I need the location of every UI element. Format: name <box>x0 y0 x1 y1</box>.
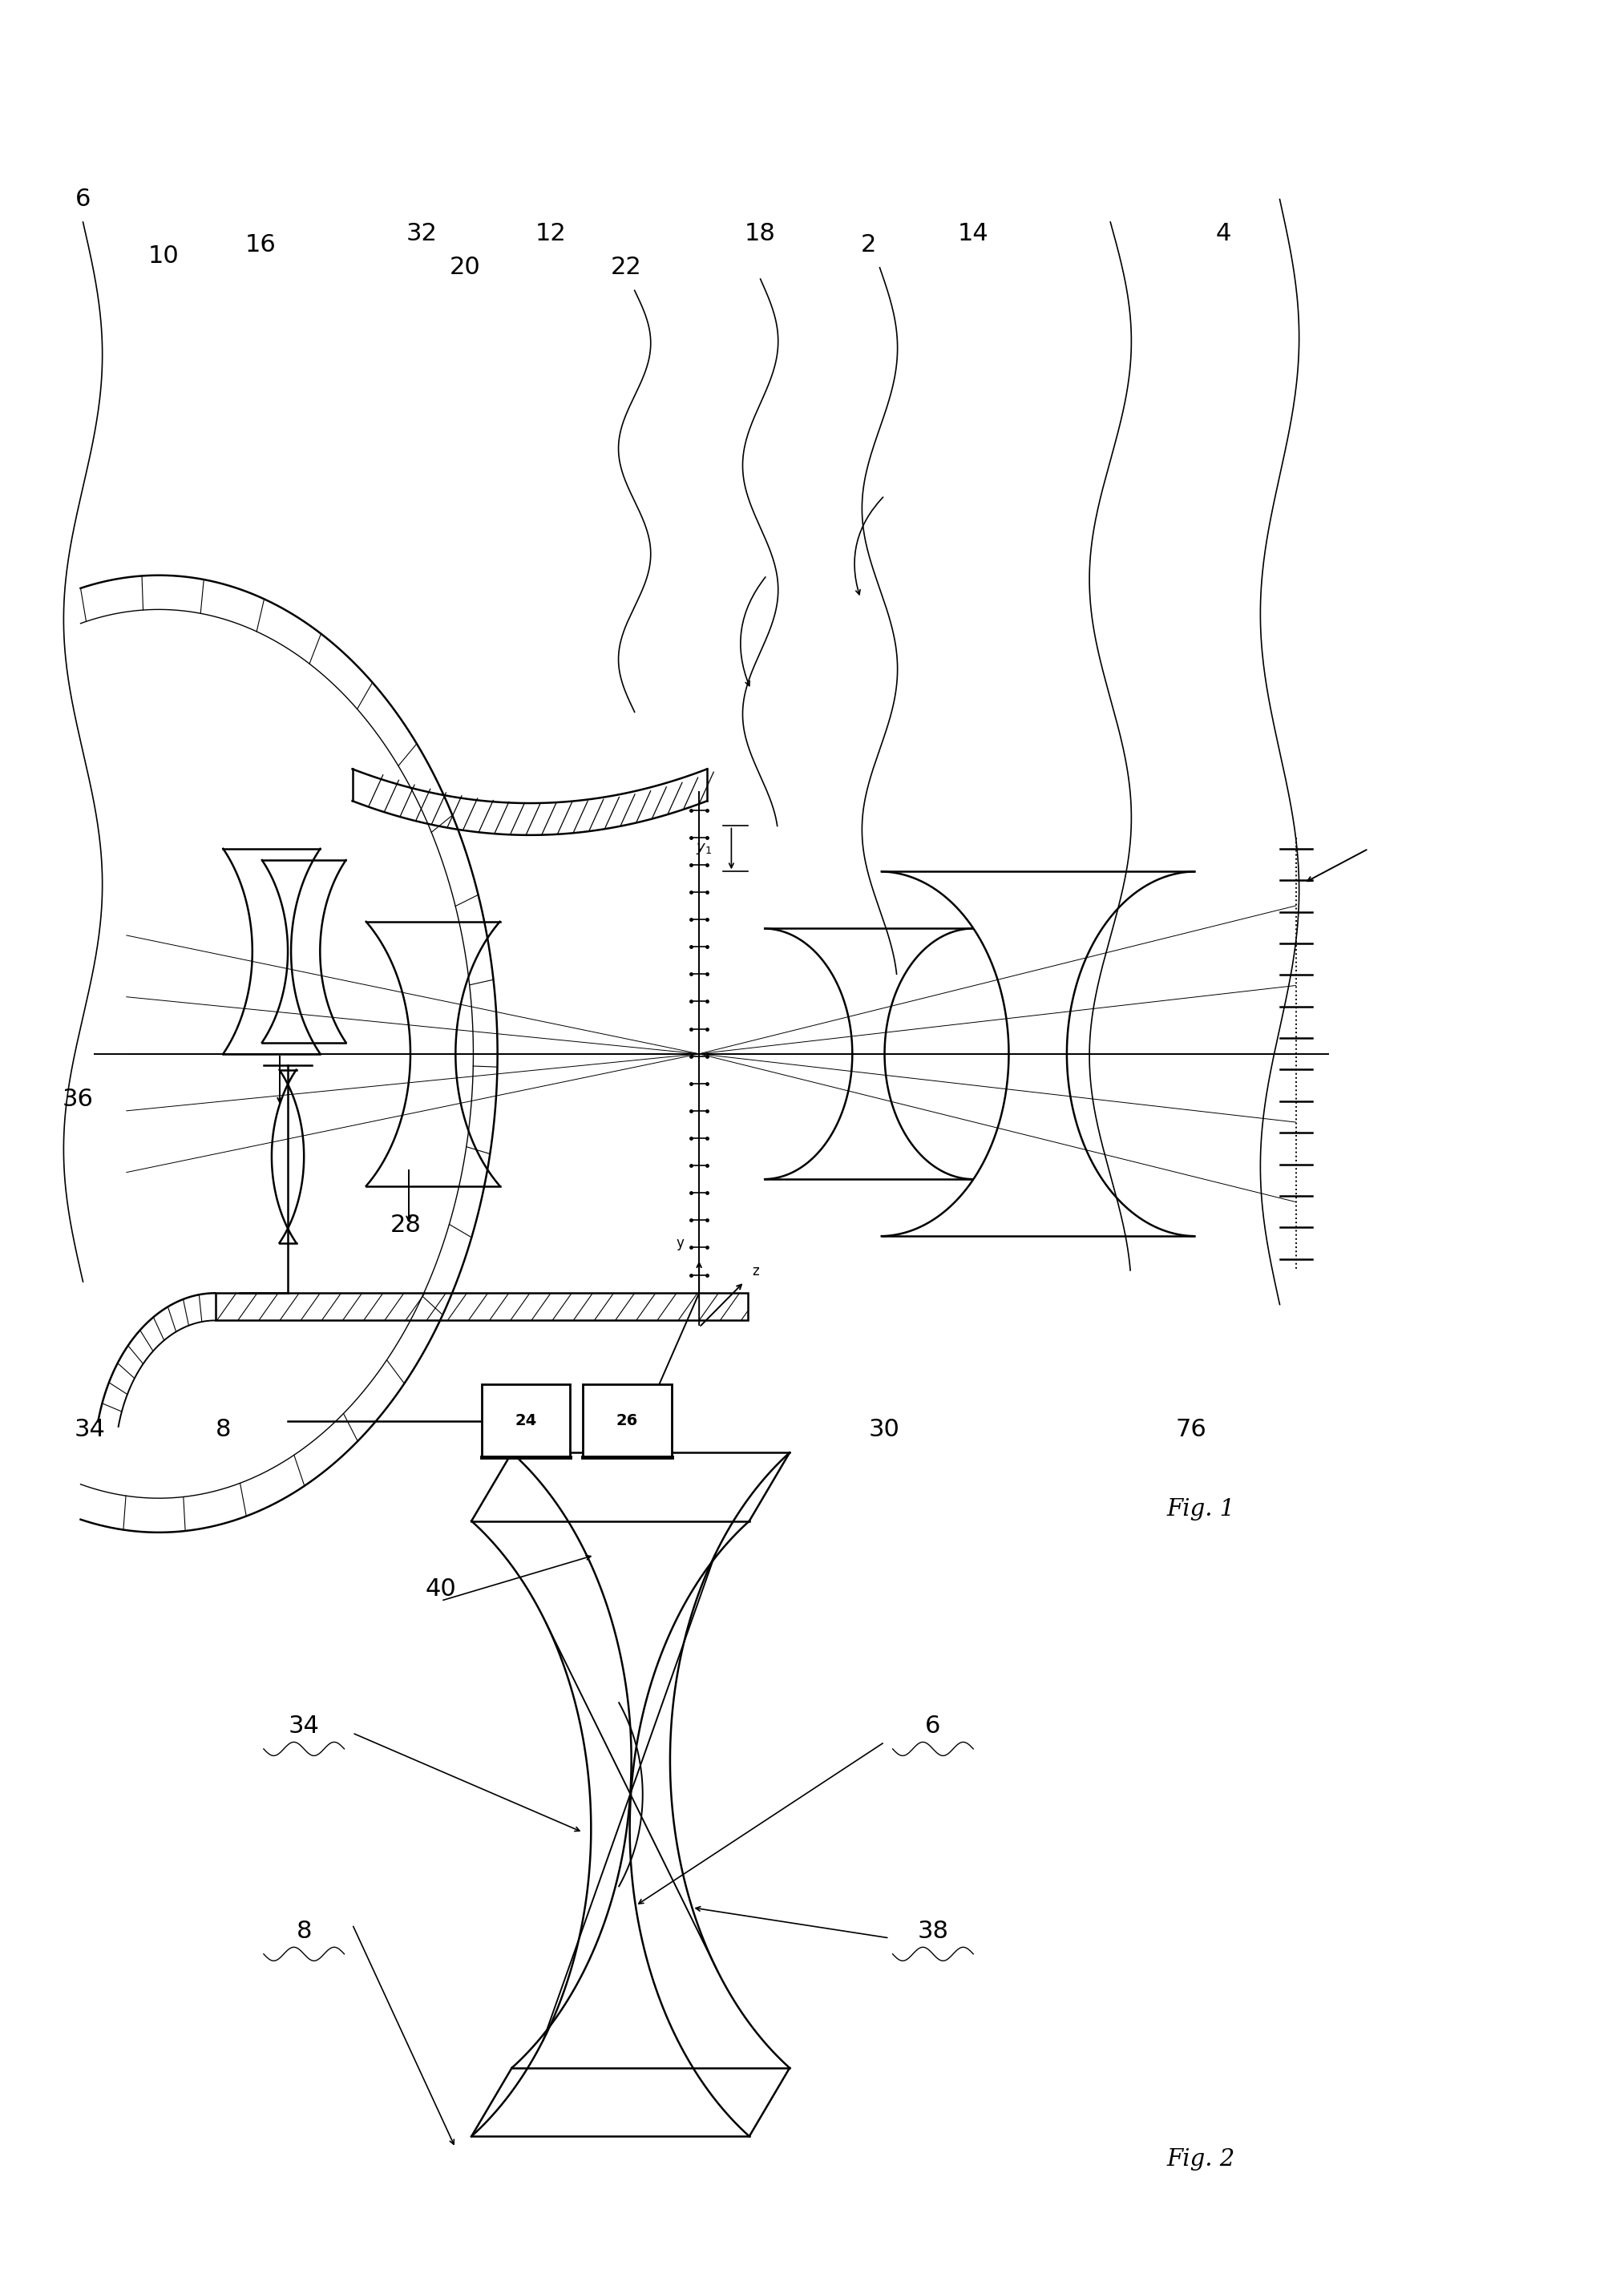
Text: 6: 6 <box>75 188 91 211</box>
Text: 38: 38 <box>918 1919 948 1942</box>
Text: 24: 24 <box>515 1413 536 1429</box>
Bar <box>216 1294 747 1321</box>
Text: 8: 8 <box>296 1919 312 1942</box>
Text: 40: 40 <box>425 1578 456 1601</box>
Text: 32: 32 <box>406 222 437 245</box>
Text: $y_1$: $y_1$ <box>697 840 711 856</box>
Text: 20: 20 <box>450 256 481 279</box>
Text: Fig. 1: Fig. 1 <box>1166 1498 1236 1521</box>
Text: 6: 6 <box>926 1715 940 1738</box>
Text: 26: 26 <box>617 1413 638 1429</box>
Text: 76: 76 <box>1176 1418 1207 1440</box>
FancyBboxPatch shape <box>583 1383 672 1456</box>
Text: 16: 16 <box>245 234 276 256</box>
Text: 2: 2 <box>861 234 877 256</box>
Text: 4: 4 <box>1215 222 1231 245</box>
Text: z: z <box>752 1264 758 1278</box>
Text: 30: 30 <box>869 1418 900 1440</box>
Text: 8: 8 <box>216 1418 231 1440</box>
Text: 28: 28 <box>390 1214 421 1237</box>
Text: 12: 12 <box>536 222 567 245</box>
Text: 36: 36 <box>63 1088 94 1111</box>
Text: 10: 10 <box>148 245 179 268</box>
Text: 18: 18 <box>745 222 776 245</box>
Text: 14: 14 <box>958 222 989 245</box>
Text: Fig. 2: Fig. 2 <box>1166 2148 1236 2171</box>
Text: 34: 34 <box>73 1418 106 1440</box>
Text: 22: 22 <box>611 256 641 279</box>
Text: 34: 34 <box>289 1715 320 1738</box>
Text: y: y <box>676 1237 684 1250</box>
FancyBboxPatch shape <box>481 1383 570 1456</box>
